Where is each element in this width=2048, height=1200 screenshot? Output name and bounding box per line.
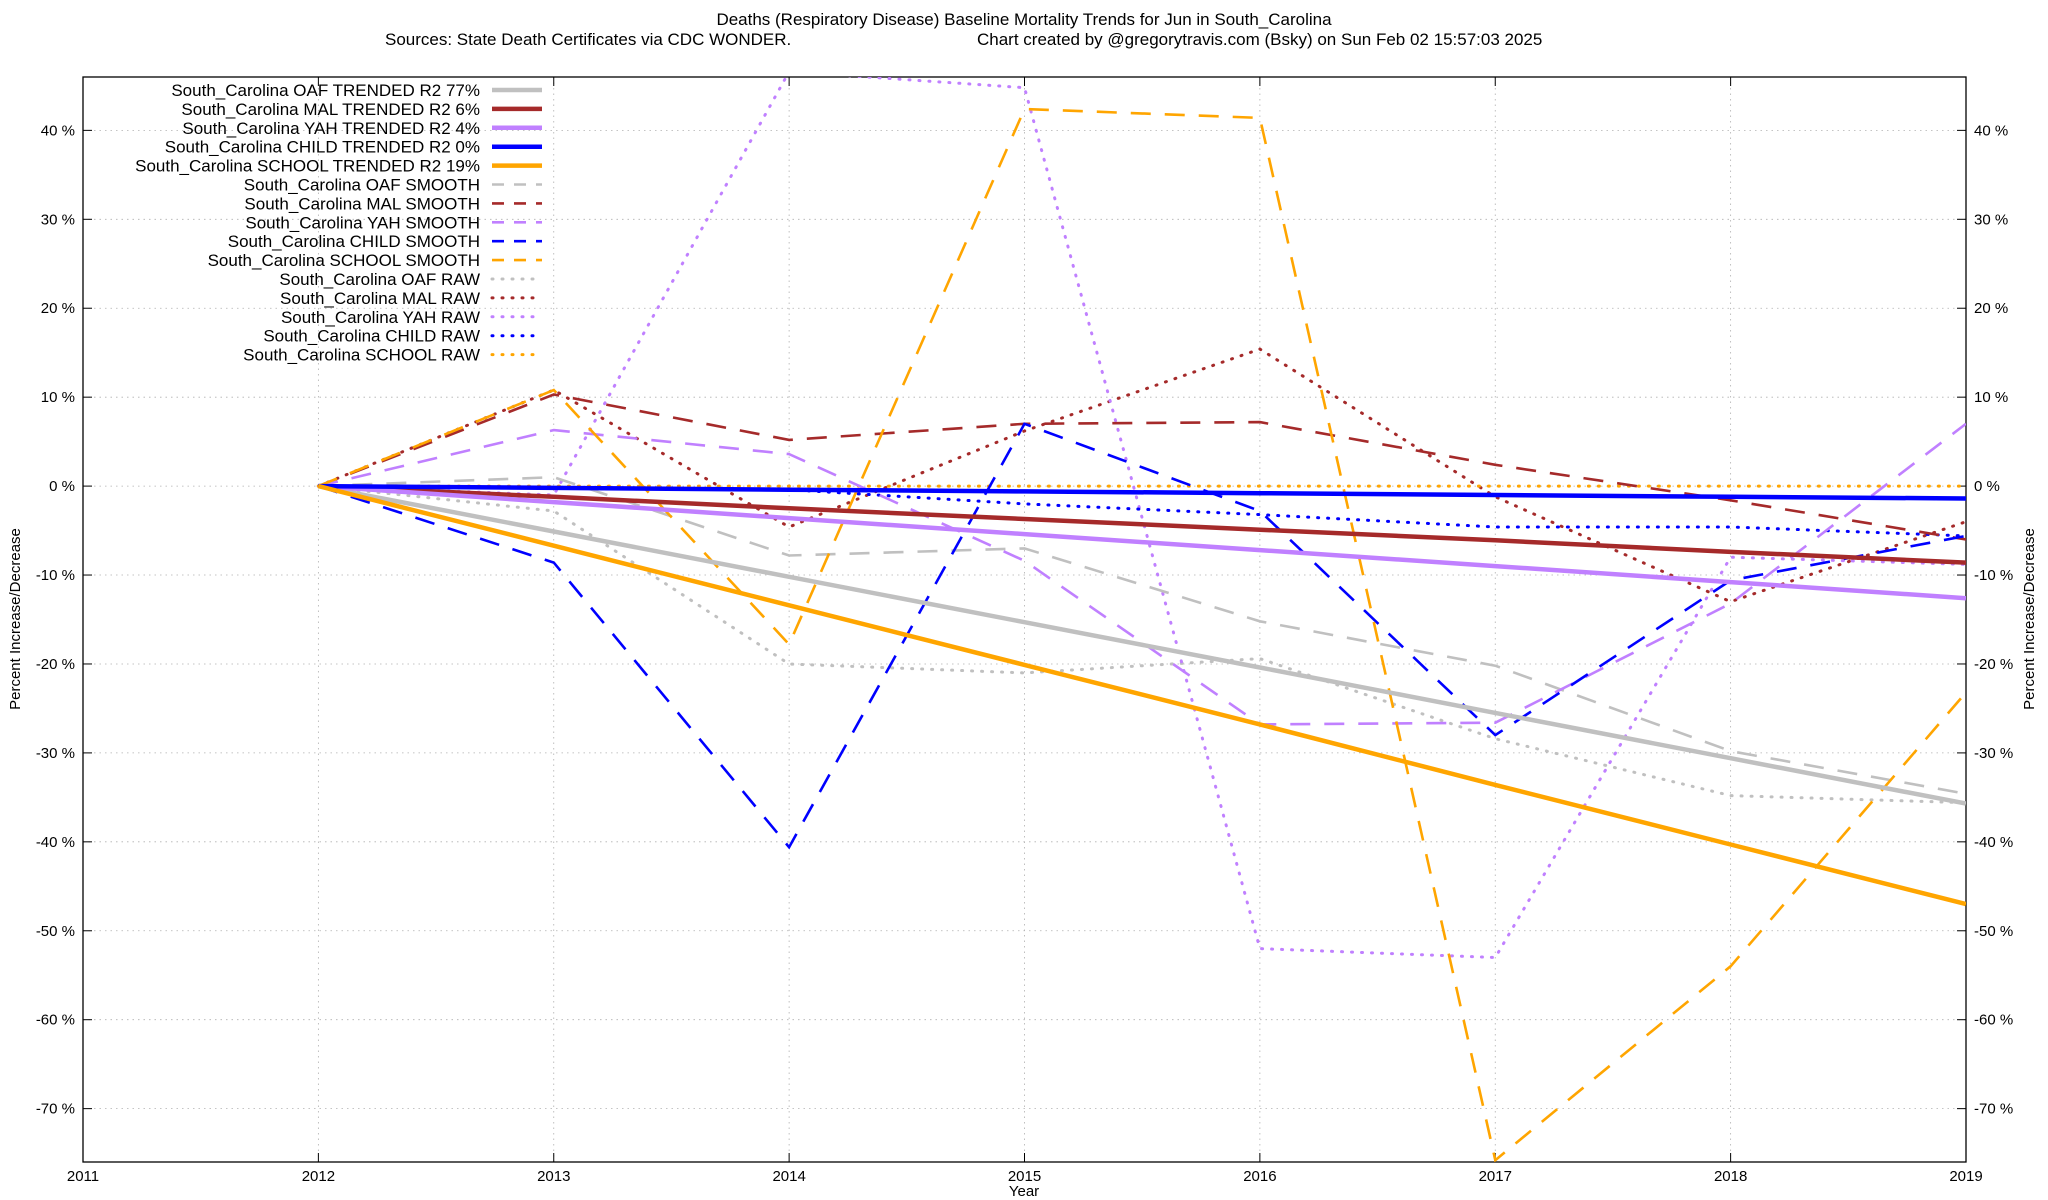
legend-label: South_Carolina MAL TRENDED R2 6% <box>181 100 480 119</box>
y-tick-label-left: 40 % <box>41 122 75 139</box>
legend-label: South_Carolina YAH TRENDED R2 4% <box>182 119 480 138</box>
y-tick-label-right: -30 % <box>1974 745 2013 762</box>
y-tick-label-left: 30 % <box>41 211 75 228</box>
y-tick-label-right: 10 % <box>1974 389 2008 406</box>
x-tick-label: 2011 <box>67 1168 99 1185</box>
x-tick-label: 2015 <box>1008 1168 1041 1185</box>
series-line-0 <box>317 483 1966 806</box>
legend-label: South_Carolina YAH RAW <box>281 308 480 327</box>
legend-label: South_Carolina SCHOOL TRENDED R2 19% <box>135 157 480 176</box>
chart-subtitle-credit: Chart created by @gregorytravis.com (Bsk… <box>977 30 1542 49</box>
legend-label: South_Carolina MAL RAW <box>280 289 480 308</box>
legend-label: South_Carolina CHILD RAW <box>263 327 480 346</box>
y-axis-label-right: Percent Increase/Decrease <box>2021 528 2038 710</box>
y-tick-label-left: -30 % <box>36 745 75 762</box>
x-tick-label: 2018 <box>1714 1168 1747 1185</box>
y-tick-label-left: 20 % <box>41 300 75 317</box>
y-tick-label-left: -70 % <box>36 1101 75 1118</box>
axis-ticks: 2011 2012 2013 2014 2015 2016 2017 2018 2019 40 %… <box>36 77 2013 1185</box>
legend-label: South_Carolina MAL SMOOTH <box>244 194 480 213</box>
x-tick-label: 2016 <box>1243 1168 1276 1185</box>
x-axis-label: Year <box>1009 1183 1039 1200</box>
series-lines <box>316 77 1966 1162</box>
y-tick-label-left: -40 % <box>36 834 75 851</box>
chart-title: Deaths (Respiratory Disease) Baseline Mo… <box>716 10 1332 29</box>
y-tick-label-left: -10 % <box>36 567 75 584</box>
legend-label: South_Carolina SCHOOL SMOOTH <box>208 251 480 270</box>
y-axis-label-left: Percent Increase/Decrease <box>7 528 24 710</box>
y-tick-label-right: -20 % <box>1974 656 2013 673</box>
x-tick-label: 2012 <box>302 1168 335 1185</box>
legend: South_Carolina OAF TRENDED R2 77%South_C… <box>135 81 544 365</box>
series-line-11 <box>316 347 1966 604</box>
legend-label: South_Carolina YAH SMOOTH <box>245 213 480 232</box>
y-tick-label-right: -50 % <box>1974 923 2013 940</box>
y-tick-label-right: 0 % <box>1974 478 2000 495</box>
y-tick-label-left: -20 % <box>36 656 75 673</box>
x-tick-label: 2019 <box>1949 1168 1982 1185</box>
legend-label: South_Carolina CHILD TRENDED R2 0% <box>165 138 480 157</box>
legend-label: South_Carolina CHILD SMOOTH <box>228 232 480 251</box>
y-tick-label-right: -70 % <box>1974 1101 2013 1118</box>
series-line-8 <box>317 422 1966 850</box>
legend-label: South_Carolina OAF TRENDED R2 77% <box>171 81 480 100</box>
legend-label: South_Carolina SCHOOL RAW <box>243 346 480 365</box>
series-line-4 <box>317 483 1966 907</box>
series-line-10 <box>316 484 1966 805</box>
y-tick-label-left: -60 % <box>36 1012 75 1029</box>
x-tick-label: 2013 <box>537 1168 570 1185</box>
y-tick-label-left: 10 % <box>41 389 75 406</box>
y-tick-label-left: -50 % <box>36 923 75 940</box>
y-tick-label-right: 40 % <box>1974 122 2008 139</box>
series-line-9 <box>317 107 1966 1162</box>
chart-subtitle-sources: Sources: State Death Certificates via CD… <box>385 30 791 49</box>
y-tick-label-right: -40 % <box>1974 834 2013 851</box>
legend-label: South_Carolina OAF SMOOTH <box>244 176 480 195</box>
x-tick-label: 2017 <box>1479 1168 1512 1185</box>
x-tick-label: 2014 <box>772 1168 805 1185</box>
y-tick-label-right: -10 % <box>1974 567 2013 584</box>
series-line-12 <box>316 77 1966 960</box>
y-tick-label-right: 30 % <box>1974 211 2008 228</box>
series-line-2 <box>318 483 1966 601</box>
y-tick-label-left: 0 % <box>49 478 75 495</box>
legend-label: South_Carolina OAF RAW <box>279 270 480 289</box>
series-line-1 <box>318 483 1966 565</box>
y-tick-label-right: 20 % <box>1974 300 2008 317</box>
y-tick-label-right: -60 % <box>1974 1012 2013 1029</box>
series-line-7 <box>318 422 1966 726</box>
series-line-3 <box>318 483 1966 501</box>
